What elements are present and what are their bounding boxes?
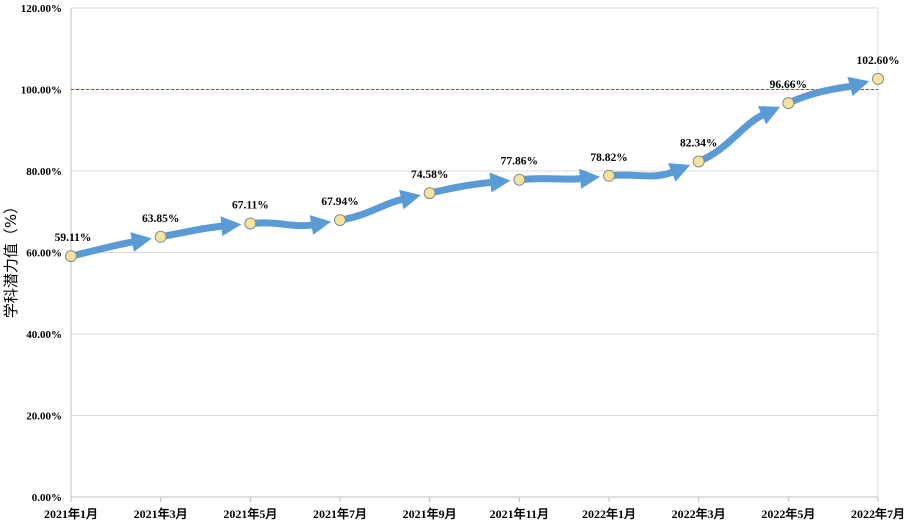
axes (70, 8, 879, 502)
data-labels-group: 59.11% 63.85% 67.11% 67.94% 74.58% 77.86% 78.8… (55, 55, 900, 244)
y-axis-label: 学科潜力值（%） (2, 199, 20, 318)
y-tick-label: 20.00% (26, 411, 62, 423)
series-segment (157, 222, 227, 241)
series-segment (426, 178, 496, 197)
x-tick-label: 2022年1月 (582, 506, 636, 521)
x-tick-label: 2021年9月 (403, 506, 457, 521)
series-segment (246, 219, 317, 230)
y-tick-label: 40.00% (26, 329, 62, 341)
series-segment (336, 195, 407, 224)
y-tick-label: 100.00% (21, 85, 62, 97)
x-tick-label: 2021年11月 (490, 506, 549, 521)
data-label: 67.11% (232, 200, 269, 212)
data-label: 67.94% (321, 196, 358, 208)
data-label: 74.58% (411, 169, 448, 181)
x-tick-labels: 2021年1月 2021年3月 2021年5月 2021年7月 2021年9月 2021年… (44, 506, 905, 521)
series-segment (695, 110, 768, 165)
x-tick-label: 2021年1月 (44, 506, 98, 521)
data-label: 78.82% (590, 152, 627, 164)
series-arrowhead (579, 168, 601, 189)
series-arrowhead (220, 216, 242, 237)
series-segment (515, 175, 586, 184)
data-point (692, 155, 705, 168)
series-arrowhead (399, 189, 421, 210)
data-point (872, 72, 884, 85)
x-tick-label: 2022年3月 (672, 506, 726, 521)
x-tick-label: 2022年7月 (851, 506, 905, 521)
x-tick-label: 2022年5月 (761, 506, 815, 521)
x-tick-label: 2021年5月 (223, 506, 277, 521)
y-tick-label: 60.00% (26, 248, 62, 260)
data-point (65, 250, 77, 263)
data-point (334, 214, 346, 227)
x-tick-label: 2021年7月 (313, 506, 367, 521)
data-point (513, 173, 526, 186)
data-point (423, 187, 436, 200)
data-point (244, 217, 257, 230)
data-label: 102.60% (856, 55, 899, 67)
series-group (67, 76, 870, 260)
y-tick-label: 0.00% (32, 492, 62, 504)
data-label: 63.85% (142, 213, 179, 225)
data-label: 96.66% (770, 79, 807, 91)
data-point (782, 97, 795, 110)
series-arrowhead (130, 232, 152, 252)
series-arrowhead (309, 215, 332, 235)
series-segment (784, 82, 856, 107)
data-label: 77.86% (501, 156, 538, 168)
series-arrowhead (847, 76, 870, 97)
data-point (603, 169, 615, 182)
y-tick-labels: 0.00% 20.00% 40.00% 60.00% 80.00% 100.00% 120.… (21, 3, 62, 504)
data-point (154, 230, 167, 243)
y-tick-label: 80.00% (26, 166, 62, 178)
series-arrowhead (757, 106, 781, 125)
markers-group (65, 72, 884, 263)
x-tick-label: 2021年3月 (134, 506, 188, 521)
series-arrowhead (489, 172, 511, 193)
data-label: 59.11% (55, 232, 92, 244)
data-label: 82.34% (680, 137, 717, 149)
y-tick-label: 120.00% (21, 3, 62, 15)
series-arrowhead (668, 163, 691, 182)
grid-lines (71, 7, 878, 416)
series-segment (605, 168, 678, 180)
